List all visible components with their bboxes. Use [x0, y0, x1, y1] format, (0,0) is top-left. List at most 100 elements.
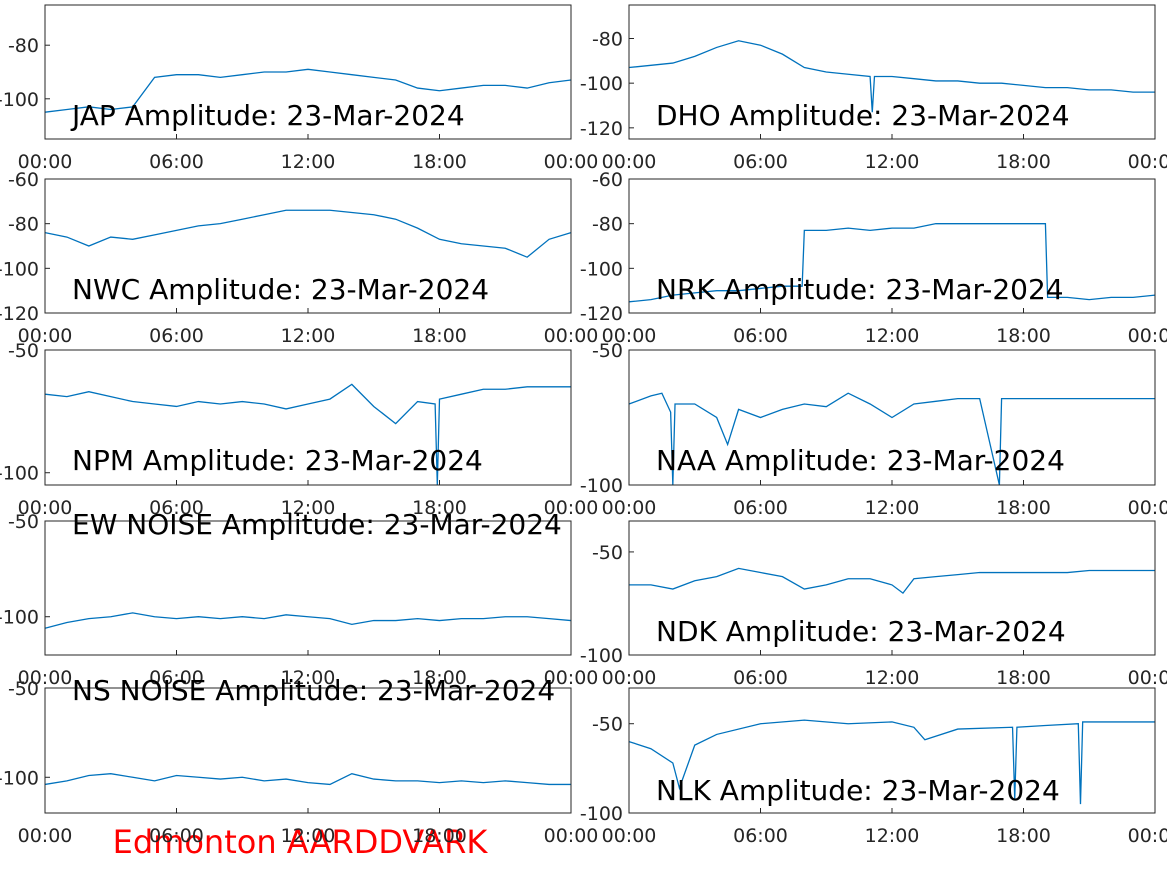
panel-title: NRK Amplitude: 23-Mar-2024	[656, 273, 1064, 306]
x-tick-label: 18:00	[996, 667, 1051, 689]
x-tick-label: 00:00	[1128, 497, 1167, 519]
x-tick-label: 00:00	[18, 151, 73, 173]
y-tick-label: -100	[0, 463, 39, 485]
data-line	[628, 392, 1155, 486]
panel: -50 -100 00:00 06:00 12:00 18:00 00:00 NPM Ampl…	[0, 340, 598, 519]
x-tick-label: 06:00	[733, 325, 788, 347]
panel: -80 -100 -120 00:00 06:00 12:00 18:00 00:00 DHO …	[580, 4, 1167, 173]
x-tick-label: 06:00	[149, 825, 204, 847]
y-tick-label: -100	[580, 475, 623, 497]
x-tick-label: 06:00	[733, 151, 788, 173]
y-tick-label: -50	[8, 678, 39, 700]
caption: Edmonton AARDDVARK	[113, 823, 489, 861]
y-tick-label: -100	[580, 73, 623, 95]
x-tick-label: 18:00	[996, 151, 1051, 173]
panel-title: DHO Amplitude: 23-Mar-2024	[656, 99, 1070, 132]
x-tick-label: 12:00	[281, 325, 336, 347]
y-tick-label: -80	[8, 214, 39, 236]
x-tick-label: 00:00	[602, 667, 657, 689]
panel-title: NWC Amplitude: 23-Mar-2024	[72, 273, 489, 306]
data-line	[628, 40, 1155, 113]
panel-title: EW NOISE Amplitude: 23-Mar-2024	[72, 508, 562, 541]
x-tick-label: 12:00	[281, 825, 336, 847]
data-line	[628, 719, 1155, 805]
panel-title: NLK Amplitude: 23-Mar-2024	[656, 774, 1060, 807]
y-tick-label: -100	[0, 89, 39, 111]
panel: -50 -100 00:00 06:00 12:00 18:00 00:00 NS NOISE…	[0, 674, 598, 847]
x-tick-label: 12:00	[865, 825, 920, 847]
y-tick-label: -100	[0, 258, 39, 280]
x-tick-label: 00:00	[544, 667, 599, 689]
x-tick-label: 12:00	[865, 325, 920, 347]
y-tick-label: -80	[8, 35, 39, 57]
x-tick-label: 18:00	[412, 667, 467, 689]
data-line	[44, 68, 572, 113]
x-tick-label: 00:00	[544, 325, 599, 347]
x-tick-label: 00:00	[1128, 151, 1167, 173]
x-tick-label: 00:00	[602, 497, 657, 519]
x-tick-label: 12:00	[865, 667, 920, 689]
x-tick-label: 06:00	[149, 667, 204, 689]
panel: -60-80-100-12000:0006:0012:0018:0000:00N…	[580, 169, 1167, 347]
x-tick-label: 06:00	[149, 497, 204, 519]
x-tick-label: 18:00	[996, 325, 1051, 347]
x-tick-label: 00:00	[1128, 825, 1167, 847]
x-tick-label: 00:00	[602, 151, 657, 173]
x-tick-label: 00:00	[18, 497, 73, 519]
data-line	[44, 383, 571, 486]
y-tick-label: -120	[580, 303, 623, 325]
x-tick-label: 00:00	[18, 825, 73, 847]
x-tick-label: 00:00	[1128, 325, 1167, 347]
y-tick-label: -100	[0, 607, 39, 629]
data-line	[44, 209, 572, 258]
x-tick-label: 12:00	[281, 497, 336, 519]
x-tick-label: 00:00	[18, 667, 73, 689]
panel: -50 -100 00:00 06:00 12:00 18:00 00:00 EW NOISE…	[0, 508, 598, 689]
y-tick-label: -60	[8, 169, 39, 191]
x-tick-label: 00:00	[544, 825, 599, 847]
panel-title: NAA Amplitude: 23-Mar-2024	[656, 444, 1065, 477]
data-line	[44, 773, 571, 786]
x-tick-label: 18:00	[996, 825, 1051, 847]
x-tick-label: 00:00	[1128, 667, 1167, 689]
panel-title: JAP Amplitude: 23-Mar-2024	[70, 99, 465, 132]
panel-title: NDK Amplitude: 23-Mar-2024	[656, 615, 1066, 648]
x-tick-label: 18:00	[996, 497, 1051, 519]
panel-title: NPM Amplitude: 23-Mar-2024	[72, 444, 483, 477]
y-tick-label: -50	[8, 340, 39, 362]
x-tick-label: 12:00	[281, 667, 336, 689]
y-tick-label: -60	[592, 169, 623, 191]
y-tick-label: -120	[580, 118, 623, 140]
x-tick-label: 00:00	[544, 151, 599, 173]
x-tick-label: 18:00	[412, 151, 467, 173]
x-tick-label: 12:00	[865, 151, 920, 173]
x-tick-label: 18:00	[412, 825, 467, 847]
y-tick-label: -50	[592, 542, 623, 564]
data-line	[44, 612, 572, 629]
x-tick-label: 12:00	[865, 497, 920, 519]
y-tick-label: -100	[580, 258, 623, 280]
x-tick-label: 06:00	[733, 825, 788, 847]
x-tick-label: 00:00	[18, 325, 73, 347]
x-tick-label: 00:00	[602, 325, 657, 347]
x-tick-label: 00:00	[602, 825, 657, 847]
y-tick-label: -50	[592, 340, 623, 362]
x-tick-label: 06:00	[149, 325, 204, 347]
x-tick-label: 18:00	[412, 497, 467, 519]
x-tick-label: 06:00	[149, 151, 204, 173]
x-tick-label: 18:00	[412, 325, 467, 347]
x-tick-label: 06:00	[733, 667, 788, 689]
y-tick-label: -100	[580, 803, 623, 825]
y-tick-label: -100	[580, 645, 623, 667]
data-line	[629, 567, 1155, 595]
y-tick-label: -50	[8, 511, 39, 533]
x-tick-label: 12:00	[281, 151, 336, 173]
y-tick-label: -120	[0, 303, 39, 325]
y-tick-label: -80	[592, 29, 623, 51]
data-line	[628, 223, 1156, 303]
